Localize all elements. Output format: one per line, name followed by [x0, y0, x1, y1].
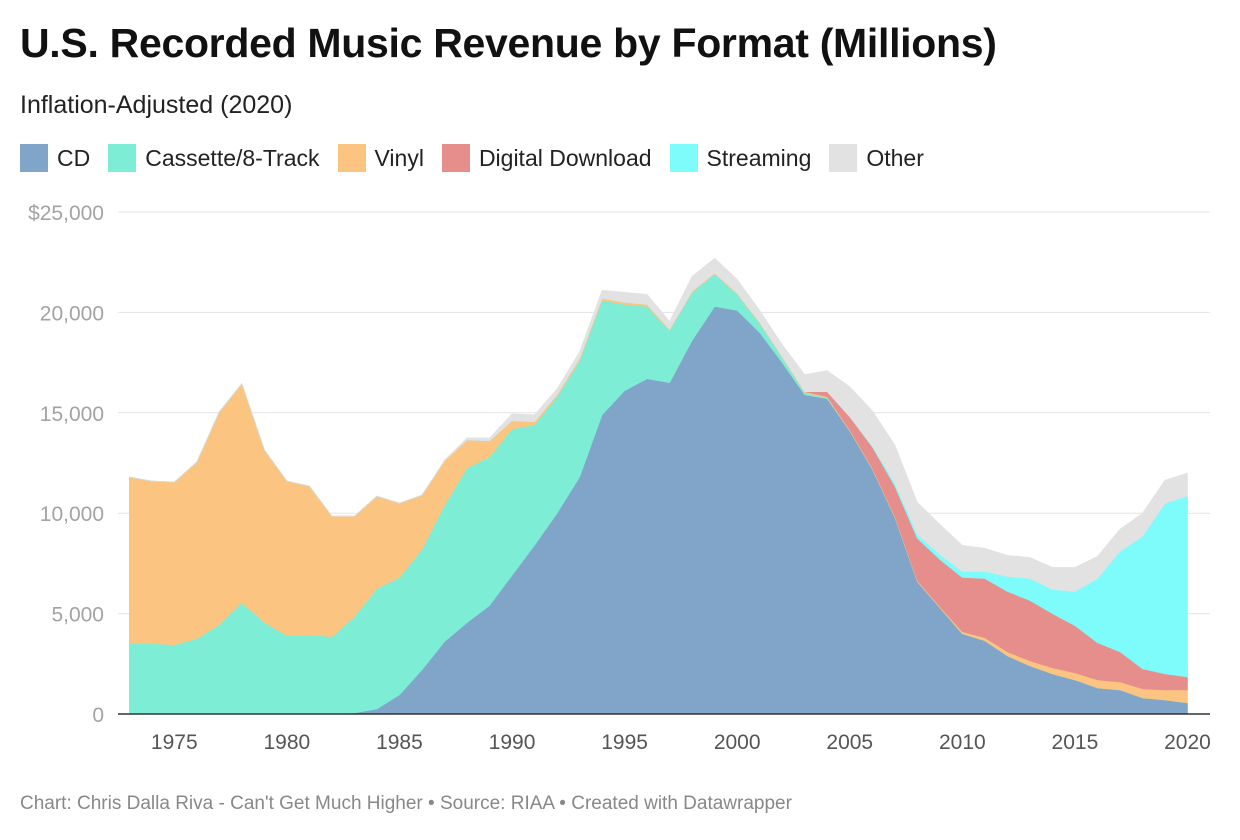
- legend-label: Cassette/8-Track: [145, 144, 320, 171]
- legend-swatch: [441, 144, 470, 172]
- legend: CD Cassette/8-Track Vinyl Digital Download S…: [20, 144, 942, 172]
- x-tick-label: 2005: [826, 731, 873, 754]
- x-tick-label: 2020: [1164, 731, 1211, 754]
- legend-swatch: [108, 144, 137, 172]
- y-tick-label: $25,000: [28, 202, 104, 225]
- chart-title: U.S. Recorded Music Revenue by Format (M…: [20, 20, 997, 66]
- legend-item-vinyl: Vinyl: [337, 144, 424, 172]
- x-tick-label: 2010: [939, 731, 986, 754]
- y-tick-label: 10,000: [40, 503, 104, 526]
- legend-item-cassette-8-track: Cassette/8-Track: [108, 144, 320, 172]
- x-tick-label: 2015: [1052, 731, 1099, 754]
- legend-swatch: [337, 144, 366, 172]
- x-tick-label: 1975: [151, 731, 198, 754]
- chart-credit: Chart: Chris Dalla Riva - Can't Get Much…: [20, 793, 792, 814]
- x-tick-label: 2000: [714, 731, 761, 754]
- legend-item-digital-download: Digital Download: [441, 144, 652, 172]
- legend-swatch: [669, 144, 698, 172]
- chart-subtitle: Inflation-Adjusted (2020): [20, 91, 293, 119]
- x-tick-label: 1980: [264, 731, 311, 754]
- legend-swatch: [20, 144, 48, 172]
- area-layers: [129, 257, 1188, 715]
- x-tick-label: 1985: [376, 731, 423, 754]
- x-tick-label: 1995: [601, 731, 648, 754]
- legend-swatch: [829, 144, 858, 172]
- legend-item-other: Other: [829, 144, 924, 172]
- legend-item-cd: CD: [20, 144, 90, 172]
- area-series-other: [129, 257, 1188, 592]
- legend-item-streaming: Streaming: [669, 144, 812, 172]
- legend-label: Vinyl: [374, 144, 424, 171]
- y-tick-label: 5,000: [51, 604, 104, 627]
- legend-label: Other: [866, 144, 924, 171]
- y-tick-label: 20,000: [40, 302, 104, 325]
- x-tick-label: 1990: [489, 731, 536, 754]
- y-tick-label: 0: [92, 704, 104, 727]
- legend-label: Streaming: [706, 144, 812, 171]
- y-tick-label: 15,000: [40, 403, 104, 426]
- legend-label: Digital Download: [478, 144, 652, 171]
- legend-label: CD: [57, 144, 91, 171]
